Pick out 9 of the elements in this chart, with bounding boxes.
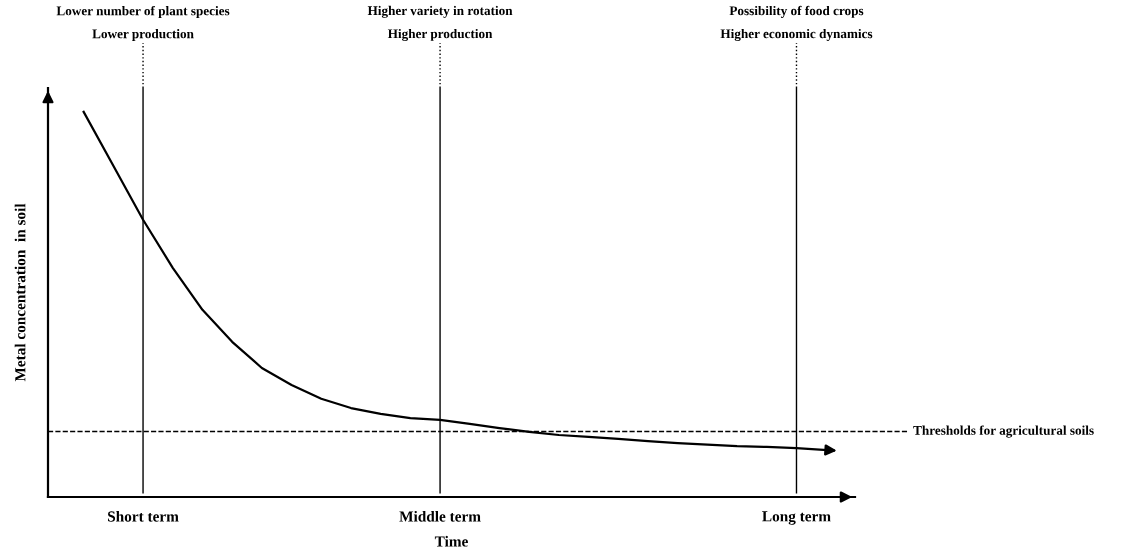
ref-line-label: Higher variety in rotation Higher production — [367, 5, 513, 41]
x-tick-label: Long term — [762, 511, 831, 525]
ref-line-label: Lower number of plant species Lower production — [56, 5, 230, 41]
x-tick-label: Short term — [108, 510, 179, 522]
y-axis-title: Metal concentration in soil — [14, 203, 26, 382]
ref-line-label: Thresholds for agricultural soils — [913, 425, 1094, 438]
x-tick-label: Middle term — [399, 510, 481, 522]
x-axis-title: Time — [434, 535, 468, 547]
ref-line-label: Possibility of food crops Higher economic dynamics — [720, 5, 873, 41]
